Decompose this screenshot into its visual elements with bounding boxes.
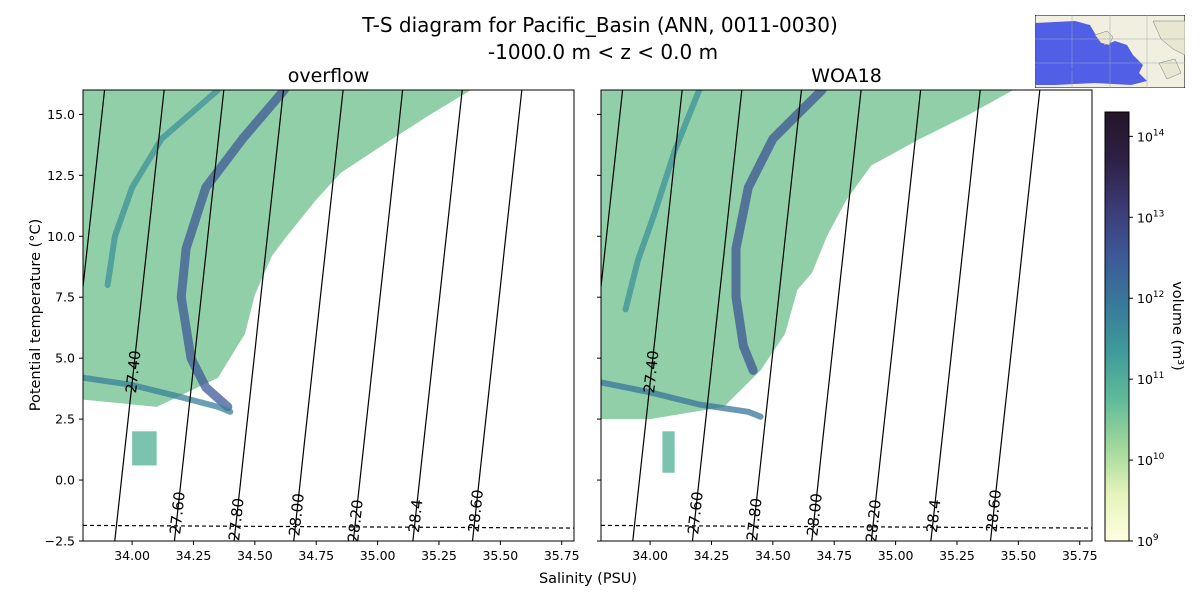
density-contour bbox=[989, 90, 1041, 541]
volume-distribution bbox=[83, 90, 471, 407]
volume-ridge bbox=[731, 90, 827, 375]
x-tick-label: 35.25 bbox=[421, 548, 457, 563]
colorbar-tick-label: 1014 bbox=[1137, 128, 1165, 144]
colorbar-tick-label: 109 bbox=[1137, 533, 1159, 549]
x-tick-label: 35.50 bbox=[482, 548, 518, 563]
basin-minimap bbox=[1035, 15, 1185, 88]
x-tick-label: 35.50 bbox=[1000, 548, 1036, 563]
colorbar: 109 1010 1011 1012 1013 1014 volume (m³) bbox=[1104, 111, 1185, 549]
density-contour-label: 28.20 bbox=[862, 499, 885, 544]
x-tick-label: 34.00 bbox=[114, 548, 150, 563]
plot-area: 27.40 27.60 27.80 28.00 28.20 28.4 28.60 bbox=[83, 90, 574, 544]
density-contour-label: 27.40 bbox=[640, 349, 663, 394]
density-contour bbox=[352, 90, 404, 541]
density-contour bbox=[293, 90, 344, 541]
colorbar-gradient bbox=[1104, 111, 1130, 542]
x-tick-label: 35.75 bbox=[544, 548, 580, 563]
volume-ridge bbox=[83, 374, 234, 415]
y-tick-label: 5.0 bbox=[55, 351, 75, 366]
density-contour-label: 27.60 bbox=[166, 491, 189, 536]
deep-water-patch bbox=[662, 431, 675, 473]
volume-ridge bbox=[104, 90, 221, 288]
y-tick-label: 7.5 bbox=[55, 290, 75, 305]
x-tick-label: 34.00 bbox=[632, 548, 668, 563]
density-contour-label: 28.00 bbox=[803, 492, 826, 537]
x-axis-label: Salinity (PSU) bbox=[539, 571, 637, 587]
volume-ridge bbox=[601, 379, 764, 420]
colorbar-tick-label: 1012 bbox=[1137, 290, 1164, 306]
density-contour-label: 28.20 bbox=[344, 499, 367, 544]
density-contour bbox=[811, 90, 862, 541]
x-tick-label: 34.75 bbox=[816, 548, 852, 563]
volume-ridge bbox=[176, 90, 289, 412]
density-contour bbox=[870, 90, 922, 541]
volume-distribution bbox=[601, 90, 1014, 420]
density-contour-label: 28.4 bbox=[923, 498, 945, 533]
y-tick-label: 12.5 bbox=[47, 168, 75, 183]
graticule bbox=[1035, 15, 1185, 88]
colorbar-label: volume (m³) bbox=[1169, 281, 1185, 371]
density-contour-label: 28.60 bbox=[983, 489, 1006, 534]
figure-title: T-S diagram for Pacific_Basin (ANN, 0011… bbox=[361, 13, 838, 37]
density-contour-label: 27.80 bbox=[225, 497, 248, 542]
density-contour bbox=[114, 90, 165, 541]
density-contour bbox=[173, 90, 225, 541]
density-contour bbox=[691, 90, 743, 541]
density-contour-label: 27.40 bbox=[122, 349, 145, 394]
panel-title: overflow bbox=[288, 65, 370, 87]
figure-subtitle: -1000.0 m < z < 0.0 m bbox=[488, 40, 718, 64]
x-tick-label: 35.25 bbox=[939, 548, 975, 563]
y-tick-label: −2.5 bbox=[45, 534, 75, 549]
y-tick-label: 2.5 bbox=[55, 412, 75, 427]
panel-title: WOA18 bbox=[811, 65, 882, 87]
x-tick-label: 34.75 bbox=[298, 548, 334, 563]
density-contour bbox=[632, 90, 683, 541]
x-tick-label: 34.25 bbox=[694, 548, 730, 563]
colorbar-tick-label: 1010 bbox=[1137, 452, 1165, 468]
density-contour bbox=[751, 90, 803, 541]
density-contour bbox=[471, 90, 523, 541]
density-contour-label: 28.60 bbox=[465, 489, 488, 534]
density-contour bbox=[601, 90, 624, 287]
x-tick-label: 35.00 bbox=[878, 548, 914, 563]
y-tick-label: 0.0 bbox=[55, 473, 75, 488]
axes-frame bbox=[82, 89, 575, 542]
density-contour bbox=[83, 90, 106, 287]
freezing-line bbox=[83, 524, 574, 529]
x-tick-label: 34.50 bbox=[237, 548, 273, 563]
density-contour bbox=[930, 90, 981, 541]
freezing-line bbox=[601, 524, 1092, 529]
x-tick-label: 34.25 bbox=[176, 548, 212, 563]
y-tick-label: 10.0 bbox=[47, 229, 75, 244]
colorbar-tick-label: 1013 bbox=[1137, 209, 1164, 225]
density-contour-label: 27.60 bbox=[684, 491, 707, 536]
y-axis-label: Potential temperature (°C) bbox=[28, 219, 44, 412]
axes-frame bbox=[600, 89, 1093, 542]
panel-overflow: overflow 27.40 27.60 27.80 28.00 28.20 28.4 28.… bbox=[45, 65, 580, 563]
panel-woa18: WOA18 27.40 27.60 27.80 28.00 28.20 28.4 28.60 3… bbox=[597, 65, 1098, 563]
x-tick-label: 35.75 bbox=[1062, 548, 1098, 563]
density-contour-label: 27.80 bbox=[743, 497, 766, 542]
basin-boundary bbox=[1035, 66, 1096, 72]
plot-area: 27.40 27.60 27.80 28.00 28.20 28.4 28.60 bbox=[601, 90, 1092, 544]
x-tick-label: 34.50 bbox=[755, 548, 791, 563]
density-contour bbox=[233, 90, 285, 541]
deep-water-patch bbox=[132, 431, 157, 466]
y-tick-label: 15.0 bbox=[47, 107, 75, 122]
land bbox=[1094, 20, 1185, 80]
colorbar-tick-label: 1011 bbox=[1137, 371, 1164, 387]
volume-ridge bbox=[622, 90, 703, 313]
density-contour-label: 28.4 bbox=[405, 498, 427, 533]
density-contour bbox=[412, 90, 463, 541]
density-contour-label: 28.00 bbox=[285, 492, 308, 537]
x-tick-label: 35.00 bbox=[360, 548, 396, 563]
